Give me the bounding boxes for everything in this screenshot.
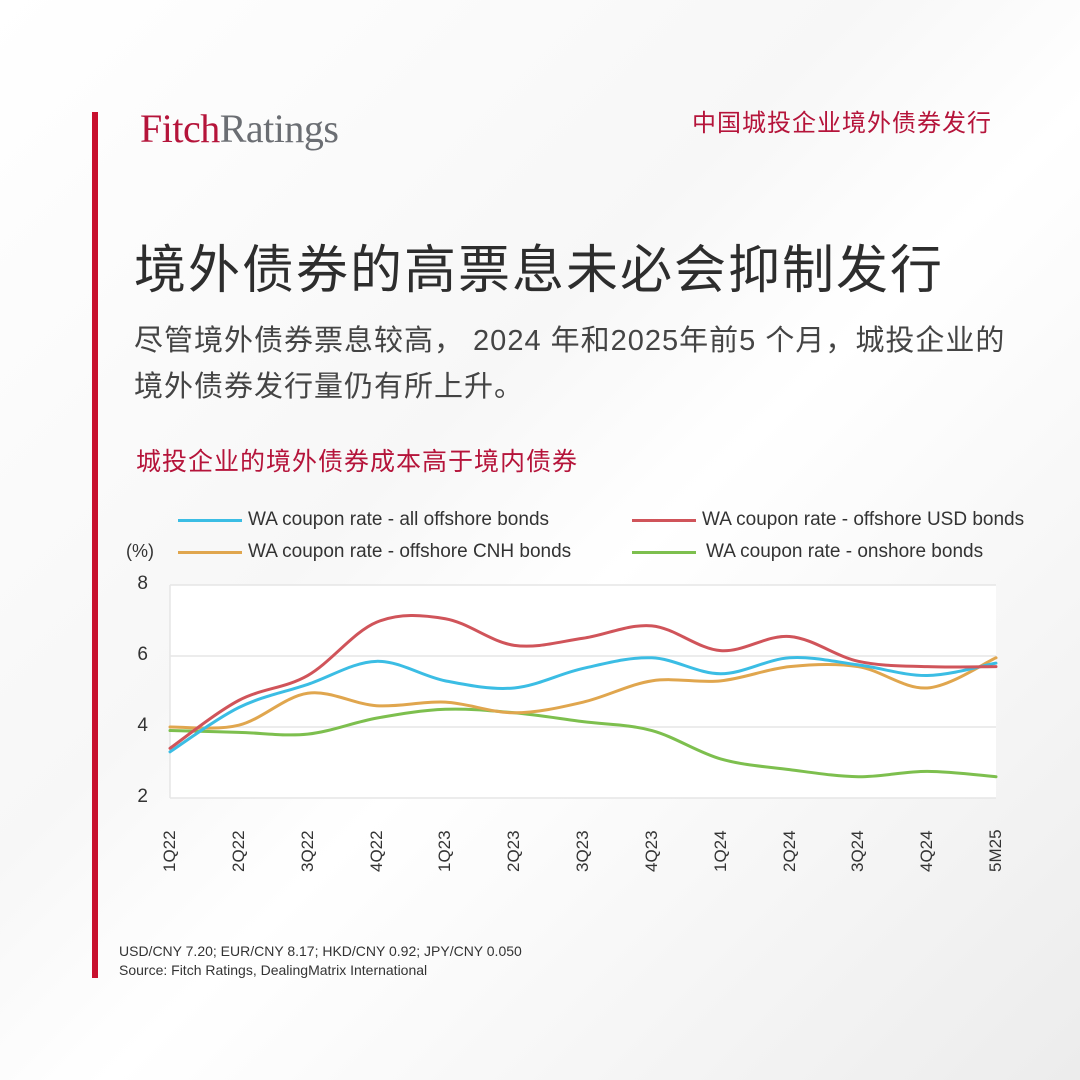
series-line [168, 656, 998, 730]
legend-label: WA coupon rate - offshore USD bonds [702, 509, 1025, 530]
legend-item-onshore: WA coupon rate - onshore bonds [632, 541, 983, 563]
y-axis-unit: (%) [126, 541, 154, 561]
legend-label: WA coupon rate - offshore CNH bonds [248, 541, 572, 562]
legend-swatch [178, 518, 242, 522]
y-tick-label: 2 [137, 786, 148, 807]
page-subtitle: 尽管境外债券票息较高， 2024 年和2025年前5 个月，城投企业的境外债券发… [134, 325, 1006, 403]
legend-swatch [178, 550, 242, 554]
logo-fitch: Fitch [140, 106, 220, 151]
series-line [168, 614, 998, 750]
footnote: USD/CNY 7.20; EUR/CNY 8.17; HKD/CNY 0.92… [119, 942, 522, 980]
series-line [168, 707, 998, 779]
legend-swatch [632, 550, 696, 554]
legend-item-all-offshore: WA coupon rate - all offshore bonds [178, 509, 549, 531]
page-title: 境外债券的高票息未必会抑制发行 [134, 242, 945, 300]
section-tag: 中国城投企业境外债券发行 [692, 110, 992, 137]
y-tick-label: 8 [137, 573, 148, 594]
chart-title: 城投企业的境外债券成本高于境内债券 [136, 448, 579, 476]
source-note: Source: Fitch Ratings, DealingMatrix Int… [119, 962, 428, 978]
legend-label: WA coupon rate - onshore bonds [706, 541, 984, 562]
y-tick-label: 6 [137, 644, 148, 665]
y-tick-label: 4 [137, 715, 148, 736]
legend-swatch [632, 518, 696, 522]
legend-label: WA coupon rate - all offshore bonds [248, 509, 550, 530]
logo-ratings: Ratings [219, 106, 339, 151]
fitch-ratings-logo: FitchRatings [140, 105, 339, 152]
legend-item-offshore-cnh: WA coupon rate - offshore CNH bonds [178, 541, 571, 563]
legend-item-offshore-usd: WA coupon rate - offshore USD bonds [632, 509, 1024, 531]
plot-area [170, 585, 996, 798]
fx-note: USD/CNY 7.20; EUR/CNY 8.17; HKD/CNY 0.92… [119, 943, 522, 959]
accent-bar [92, 112, 98, 978]
series-line [168, 656, 998, 754]
